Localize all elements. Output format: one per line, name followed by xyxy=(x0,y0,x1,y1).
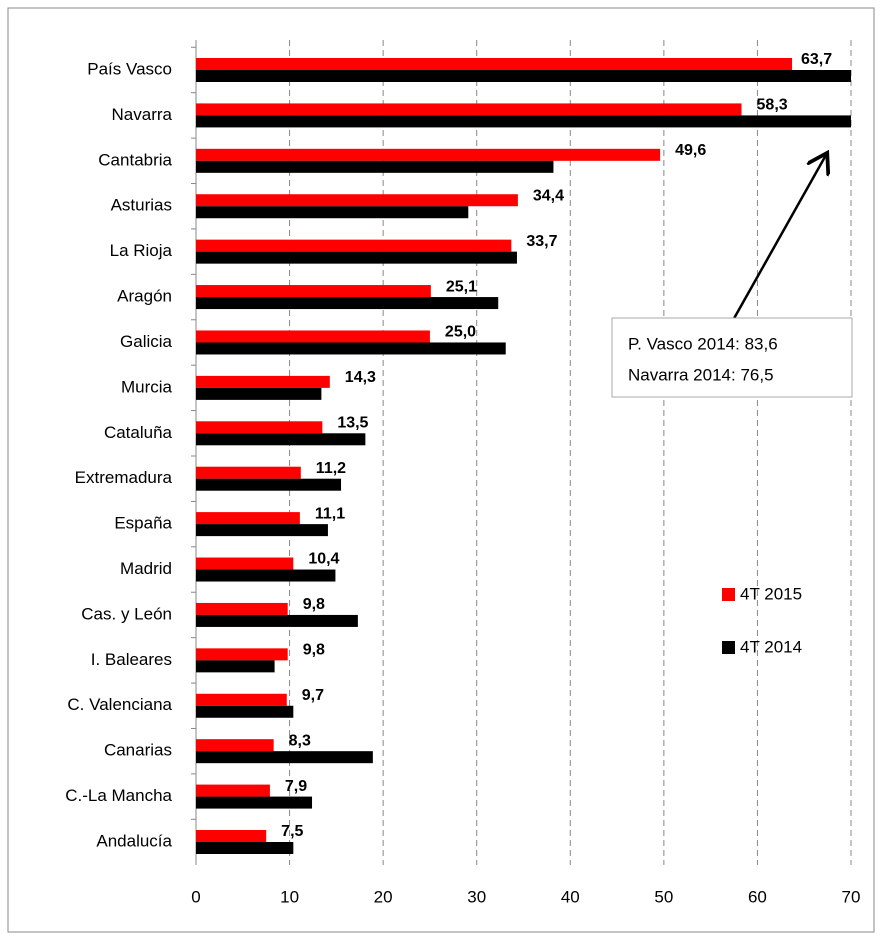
x-tick-label: 10 xyxy=(280,887,299,906)
bar xyxy=(196,614,358,627)
bar xyxy=(196,602,288,615)
annotation: Navarra 2014: 76,5 xyxy=(628,365,774,384)
x-tick-label: 70 xyxy=(842,887,861,906)
bar xyxy=(196,70,851,82)
bar xyxy=(196,751,373,764)
value-label: 9,7 xyxy=(302,687,324,704)
y-tick-label: C. Valenciana xyxy=(67,695,172,714)
y-tick-label: Aragón xyxy=(117,287,172,306)
bar xyxy=(196,739,274,752)
bar xyxy=(196,251,517,264)
grid xyxy=(191,40,852,865)
value-label: 9,8 xyxy=(303,596,325,613)
bar xyxy=(196,330,430,343)
y-tick-label: Cataluña xyxy=(104,423,173,442)
y-tick-label: Murcia xyxy=(121,377,173,396)
y-tick-label: Asturias xyxy=(111,196,172,215)
bar xyxy=(196,512,300,525)
value-label: 33,7 xyxy=(526,233,557,250)
value-label: 11,1 xyxy=(315,505,345,522)
y-tick-label: C.-La Mancha xyxy=(65,786,172,805)
value-label: 63,7 xyxy=(801,51,832,68)
bar xyxy=(196,784,270,797)
bar xyxy=(196,387,322,400)
bar xyxy=(196,648,288,661)
y-tick-label: Galicia xyxy=(120,332,173,351)
bar xyxy=(196,115,851,128)
bar xyxy=(196,285,431,298)
bar xyxy=(196,693,287,706)
y-tick-label: Madrid xyxy=(120,559,172,578)
legend-label: 4T 2014 xyxy=(740,637,802,656)
bar xyxy=(196,569,336,582)
x-tick-label: 0 xyxy=(191,887,200,906)
value-label: 58,3 xyxy=(757,97,788,114)
annotation: P. Vasco 2014: 83,6 xyxy=(628,334,778,353)
annotation-arrow xyxy=(730,155,826,323)
x-tick-label: 40 xyxy=(561,887,580,906)
value-label: 7,5 xyxy=(281,823,303,840)
bar xyxy=(196,58,793,70)
bar xyxy=(196,375,330,388)
legend-swatch xyxy=(722,588,735,601)
value-label: 34,4 xyxy=(533,187,564,204)
bar xyxy=(196,796,313,809)
y-tick-label: Cantabria xyxy=(98,150,172,169)
bar xyxy=(196,557,294,570)
bar xyxy=(196,842,294,854)
bar xyxy=(196,148,661,161)
bar xyxy=(196,194,518,207)
bar xyxy=(196,160,554,173)
bar xyxy=(196,342,506,355)
bar xyxy=(196,524,328,537)
y-tick-label: Canarias xyxy=(104,741,172,760)
bar xyxy=(196,466,301,479)
value-label: 25,0 xyxy=(445,324,476,341)
labels: 0 10 20 30 40 50 60 70 País Vasco 63,7 Navarra 58,3… xyxy=(65,51,860,906)
bar xyxy=(196,478,342,491)
value-label: 10,4 xyxy=(308,551,339,568)
y-tick-label: La Rioja xyxy=(110,241,173,260)
value-label: 9,8 xyxy=(303,642,325,659)
y-tick-label: Cas. y León xyxy=(81,604,172,623)
value-label: 25,1 xyxy=(446,278,477,295)
x-tick-label: 20 xyxy=(374,887,393,906)
bar xyxy=(196,705,294,718)
y-tick-label: Extremadura xyxy=(75,468,173,487)
value-label: 7,9 xyxy=(285,778,307,795)
bar xyxy=(196,660,275,673)
value-label: 14,3 xyxy=(345,369,376,386)
y-tick-label: País Vasco xyxy=(87,59,172,78)
value-label: 8,3 xyxy=(289,732,311,749)
annotation-box xyxy=(611,317,853,398)
value-label: 49,6 xyxy=(675,142,706,159)
y-tick-label: I. Baleares xyxy=(91,650,172,669)
bar xyxy=(196,103,742,116)
legend-swatch xyxy=(722,641,735,654)
bar xyxy=(196,830,267,842)
bar xyxy=(196,297,499,310)
value-label: 13,5 xyxy=(337,415,368,432)
bar xyxy=(196,433,366,446)
x-tick-label: 60 xyxy=(748,887,767,906)
legend-label: 4T 2015 xyxy=(740,584,802,603)
bar xyxy=(196,421,323,434)
bar xyxy=(196,239,512,252)
y-tick-label: Navarra xyxy=(112,105,173,124)
bar xyxy=(196,206,469,219)
bars xyxy=(196,58,851,854)
y-tick-label: España xyxy=(114,514,172,533)
x-tick-label: 50 xyxy=(654,887,673,906)
value-label: 11,2 xyxy=(316,460,346,477)
y-tick-label: Andalucía xyxy=(96,831,172,850)
x-tick-label: 30 xyxy=(467,887,486,906)
